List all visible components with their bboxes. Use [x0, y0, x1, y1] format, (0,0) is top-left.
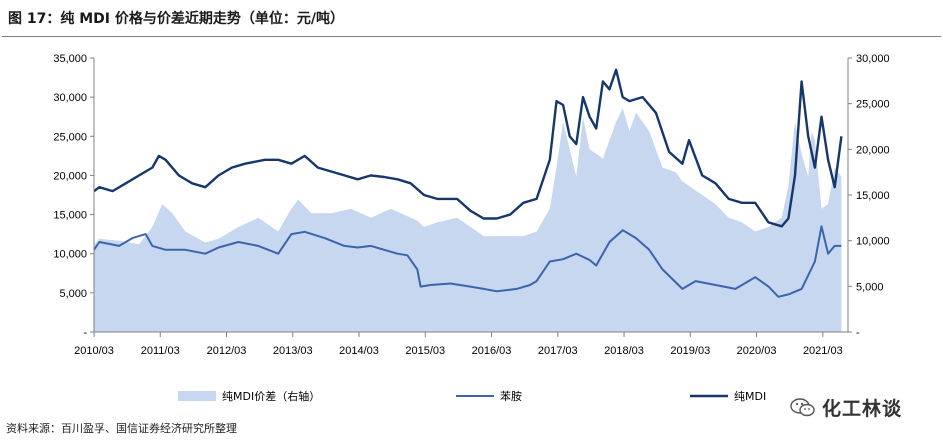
- series-line-aniline: [93, 225, 842, 298]
- y-left-tick-label: -: [83, 327, 87, 339]
- x-tick-label: 2014/03: [339, 345, 379, 357]
- y-right-tick-label: 30,000: [856, 53, 890, 65]
- x-tick-label: 2021/03: [803, 345, 843, 357]
- x-tick-label: 2018/03: [604, 345, 644, 357]
- y-right-tick-label: -: [856, 327, 860, 339]
- series-area-spread: [94, 108, 842, 332]
- x-tick-label: 2015/03: [405, 345, 445, 357]
- line-layer: [93, 68, 843, 298]
- x-tick-label: 2016/03: [472, 345, 512, 357]
- chart-title: 图 17：纯 MDI 价格与价差近期走势（单位：元/吨）: [8, 11, 344, 27]
- y-right-tick-label: 25,000: [856, 99, 890, 111]
- y-right-tick-label: 10,000: [856, 236, 890, 248]
- y-left-tick-label: 20,000: [53, 170, 87, 182]
- series-line-mdi: [93, 68, 843, 228]
- x-tick-label: 2019/03: [670, 345, 710, 357]
- y-left-tick-label: 30,000: [53, 92, 87, 104]
- y-left-tick-label: 35,000: [53, 53, 87, 65]
- wechat-logo: 化工林谈: [784, 390, 934, 424]
- x-tick-label: 2017/03: [538, 345, 578, 357]
- x-tick-label: 2020/03: [737, 345, 777, 357]
- legend-swatch-spread: [178, 391, 216, 401]
- legend-label: 苯胺: [500, 389, 522, 403]
- x-tick-label: 2011/03: [141, 345, 180, 357]
- y-right-tick-label: 5,000: [856, 281, 884, 293]
- area-layer: [94, 108, 842, 332]
- legend-layer: 纯MDI价差（右轴） 苯胺 纯MDI: [178, 389, 766, 403]
- y-left-tick-label: 15,000: [53, 210, 87, 222]
- wechat-icon: [790, 398, 815, 417]
- y-right-tick-label: 20,000: [856, 144, 890, 156]
- title-divider: [2, 36, 941, 37]
- legend-label: 纯MDI: [734, 390, 766, 403]
- y-left-tick-label: 5,000: [59, 288, 87, 300]
- logo-text: 化工林谈: [822, 398, 903, 420]
- chart-svg: - 5,000 10,000 15,000 20,000 25,000 30,000 35,0…: [53, 53, 889, 403]
- source-note: 资料来源：百川盈孚、国信证券经济研究所整理: [6, 422, 237, 435]
- legend-label: 纯MDI价差（右轴）: [222, 389, 320, 403]
- x-tick-label: 2013/03: [273, 345, 313, 357]
- y-left-tick-label: 25,000: [53, 131, 87, 143]
- y-right-tick-label: 15,000: [856, 190, 890, 202]
- x-tick-label: 2012/03: [207, 345, 247, 357]
- axes-layer: - 5,000 10,000 15,000 20,000 25,000 30,000 35,0…: [53, 53, 889, 357]
- x-tick-label: 2010/03: [74, 345, 114, 357]
- y-left-tick-label: 10,000: [53, 249, 87, 261]
